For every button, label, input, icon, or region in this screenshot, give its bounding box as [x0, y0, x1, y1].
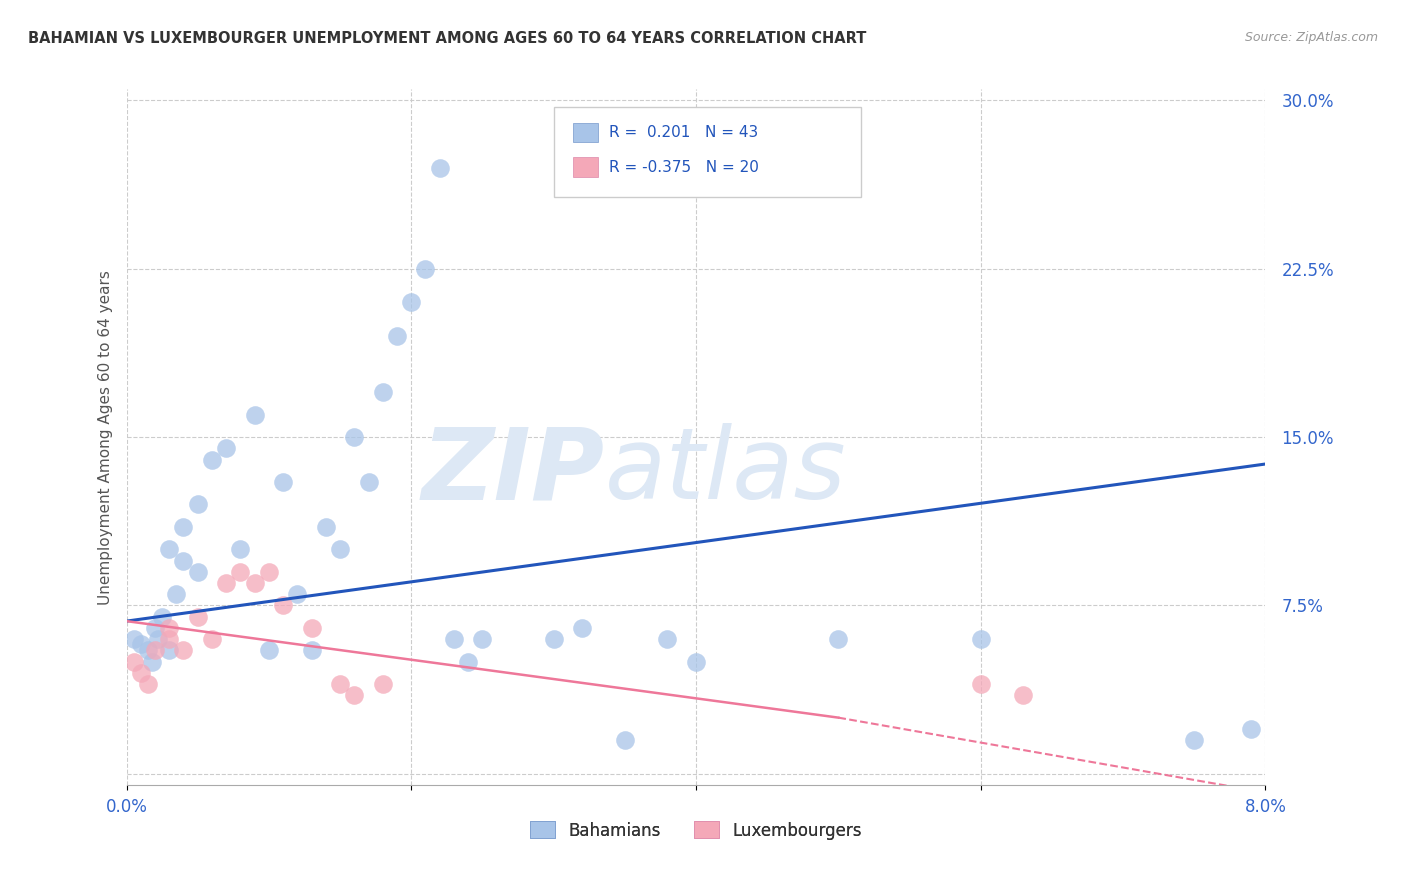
Point [157, 621, 180, 635]
Text: ZIP: ZIP [422, 424, 605, 520]
Point [1012, 688, 1035, 702]
Point [657, 632, 679, 646]
Point [122, 655, 145, 669]
Point [229, 542, 252, 557]
Point [471, 632, 494, 646]
FancyBboxPatch shape [574, 157, 598, 177]
FancyBboxPatch shape [554, 106, 860, 197]
Text: atlas: atlas [605, 424, 846, 520]
Point [129, 636, 152, 650]
Point [827, 632, 849, 646]
Text: Source: ZipAtlas.com: Source: ZipAtlas.com [1244, 31, 1378, 45]
Point [165, 587, 187, 601]
Point [401, 295, 423, 310]
Point [429, 161, 451, 175]
Point [143, 643, 166, 657]
Point [172, 520, 194, 534]
Text: R =  0.201   N = 43: R = 0.201 N = 43 [609, 125, 759, 140]
Point [201, 632, 224, 646]
Point [371, 385, 394, 400]
Point [215, 442, 238, 456]
Point [357, 475, 380, 489]
Point [157, 643, 180, 657]
Point [301, 643, 323, 657]
FancyBboxPatch shape [574, 122, 598, 142]
Point [129, 665, 152, 680]
Point [301, 621, 323, 635]
Point [215, 576, 238, 591]
Text: R = -0.375   N = 20: R = -0.375 N = 20 [609, 160, 759, 175]
Point [187, 497, 209, 511]
Text: BAHAMIAN VS LUXEMBOURGER UNEMPLOYMENT AMONG AGES 60 TO 64 YEARS CORRELATION CHAR: BAHAMIAN VS LUXEMBOURGER UNEMPLOYMENT AM… [28, 31, 866, 46]
Point [257, 565, 280, 579]
Point [315, 520, 337, 534]
Point [157, 632, 180, 646]
Point [141, 655, 163, 669]
Point [143, 621, 166, 635]
Legend: Bahamians, Luxembourgers: Bahamians, Luxembourgers [523, 814, 869, 847]
Point [1182, 733, 1205, 747]
Point [457, 655, 479, 669]
Point [187, 609, 209, 624]
Point [329, 677, 352, 691]
Point [122, 632, 145, 646]
Point [343, 688, 366, 702]
Point [146, 632, 169, 646]
Point [970, 677, 993, 691]
Point [257, 643, 280, 657]
Point [271, 475, 294, 489]
Point [136, 677, 159, 691]
Point [543, 632, 565, 646]
Point [271, 599, 294, 613]
Point [243, 408, 266, 422]
Point [329, 542, 352, 557]
Point [443, 632, 465, 646]
Point [229, 565, 252, 579]
Point [970, 632, 993, 646]
Point [201, 452, 224, 467]
Point [172, 643, 194, 657]
Point [136, 643, 159, 657]
Y-axis label: Unemployment Among Ages 60 to 64 years: Unemployment Among Ages 60 to 64 years [97, 269, 112, 605]
Point [172, 553, 194, 567]
Point [1240, 722, 1263, 736]
Point [415, 261, 437, 276]
Point [371, 677, 394, 691]
Point [571, 621, 593, 635]
Point [343, 430, 366, 444]
Point [685, 655, 707, 669]
Point [187, 565, 209, 579]
Point [157, 542, 180, 557]
Point [150, 609, 173, 624]
Point [385, 329, 408, 343]
Point [243, 576, 266, 591]
Point [613, 733, 636, 747]
Point [287, 587, 309, 601]
